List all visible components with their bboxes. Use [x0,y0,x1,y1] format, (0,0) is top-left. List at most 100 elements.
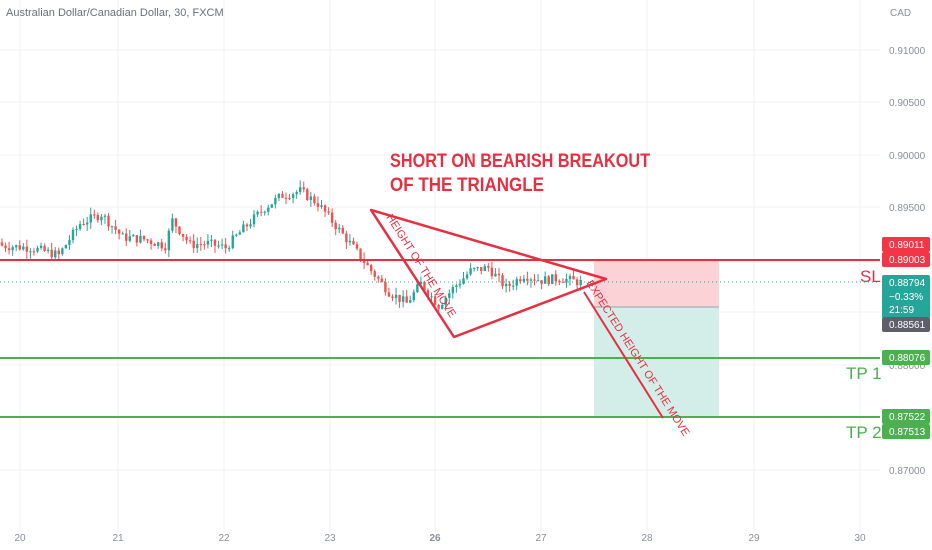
candle-body [497,273,501,276]
candle-body [142,235,146,240]
candle-body [444,297,447,305]
candle-body [93,214,96,216]
candle-body [345,233,348,243]
sl-upper-badge [882,237,930,252]
candle-body [188,240,192,242]
candle-body [164,248,167,251]
last-price-text: 0.88794 [889,278,926,289]
y-axis[interactable]: 0.91000 0.90500 0.90000 0.89500 0.88000 … [889,46,926,477]
candle-body [522,278,526,282]
candle-body [480,267,483,271]
candle-body [103,215,107,217]
candle-body [568,276,572,279]
candle-body [362,259,366,264]
candle-body [224,244,227,249]
candle-body [4,245,7,249]
candle-body [139,235,142,243]
tp2-label: TP 2 [846,423,882,442]
sl-upper-badge-text: 0.89011 [889,240,925,251]
candle-body [114,226,117,230]
candle-body [561,281,565,283]
candle-body [7,248,11,251]
candle-body [11,247,14,251]
reward-zone[interactable] [594,307,719,417]
candle-body [46,249,50,251]
risk-zone[interactable] [594,260,719,307]
x-tick-label: 21 [112,533,124,544]
y-tick-label: 0.88000 [889,361,926,372]
candle-body [309,196,313,200]
candles [0,180,582,312]
candle-body [277,193,281,198]
candle-body [387,292,391,297]
candle-body [327,211,330,213]
x-tick-label: 20 [14,533,26,544]
expected-move-line[interactable] [583,291,664,419]
candle-body [178,226,181,235]
candle-body [228,248,231,250]
tp2-upper-badge [882,409,930,424]
candle-body [469,268,472,275]
candle-body [132,235,135,237]
y-tick-label: 0.90500 [889,98,926,109]
x-tick-label: 27 [535,533,547,544]
entry-badge [882,317,930,332]
candle-body [441,304,444,309]
candle-body [121,233,124,235]
candle-body [22,246,25,250]
candle-body [540,280,543,284]
candle-body [235,234,238,236]
candle-body [451,287,455,294]
x-tick-label: 28 [641,533,653,544]
candle-body [476,267,479,269]
candle-body [57,250,60,255]
candle-body [89,214,92,223]
candle-body [192,240,195,248]
candle-body [54,250,57,258]
candle-body [423,281,426,291]
candle-body [245,224,249,227]
x-axis[interactable]: 20 21 22 23 26 27 28 29 30 [14,533,866,544]
sl-badge-text: 0.89003 [889,255,926,266]
candle-body [426,290,430,297]
candle-body [533,279,536,281]
candle-body [320,205,323,207]
candle-body [455,285,458,288]
candle-body [288,197,291,199]
candle-body [472,268,476,270]
candle-body [50,249,53,258]
triangle-pattern[interactable] [369,208,608,339]
candle-body [125,233,128,241]
candle-body [135,235,139,243]
candle-body [487,266,490,268]
candle-body [252,214,256,225]
headline-line-2: OF THE TRIANGLE [390,175,544,196]
tp1-label: TP 1 [846,364,882,383]
candle-body [352,240,355,245]
candle-body [490,267,494,277]
candle-body [355,244,359,249]
candle-body [149,240,153,244]
candle-body [274,197,277,205]
candle-body [405,296,408,303]
candle-body [512,285,515,287]
candle-body [291,194,295,198]
headline-line-1: SHORT ON BEARISH BREAKOUT [390,151,650,172]
y-tick-label: 0.87000 [889,466,926,477]
candle-body [330,212,334,223]
candle-body [32,251,36,253]
candle-body [213,239,217,246]
candle-body [18,245,21,250]
candle-body [167,230,171,251]
candle-body [82,224,85,226]
candle-body [160,242,163,249]
candle-body [575,279,579,286]
candle-body [256,211,259,215]
candle-body [316,203,320,207]
candle-body [551,274,554,284]
candle-body [0,242,4,246]
candle-body [25,246,29,252]
candle-body [263,211,266,213]
candle-body [430,296,433,298]
